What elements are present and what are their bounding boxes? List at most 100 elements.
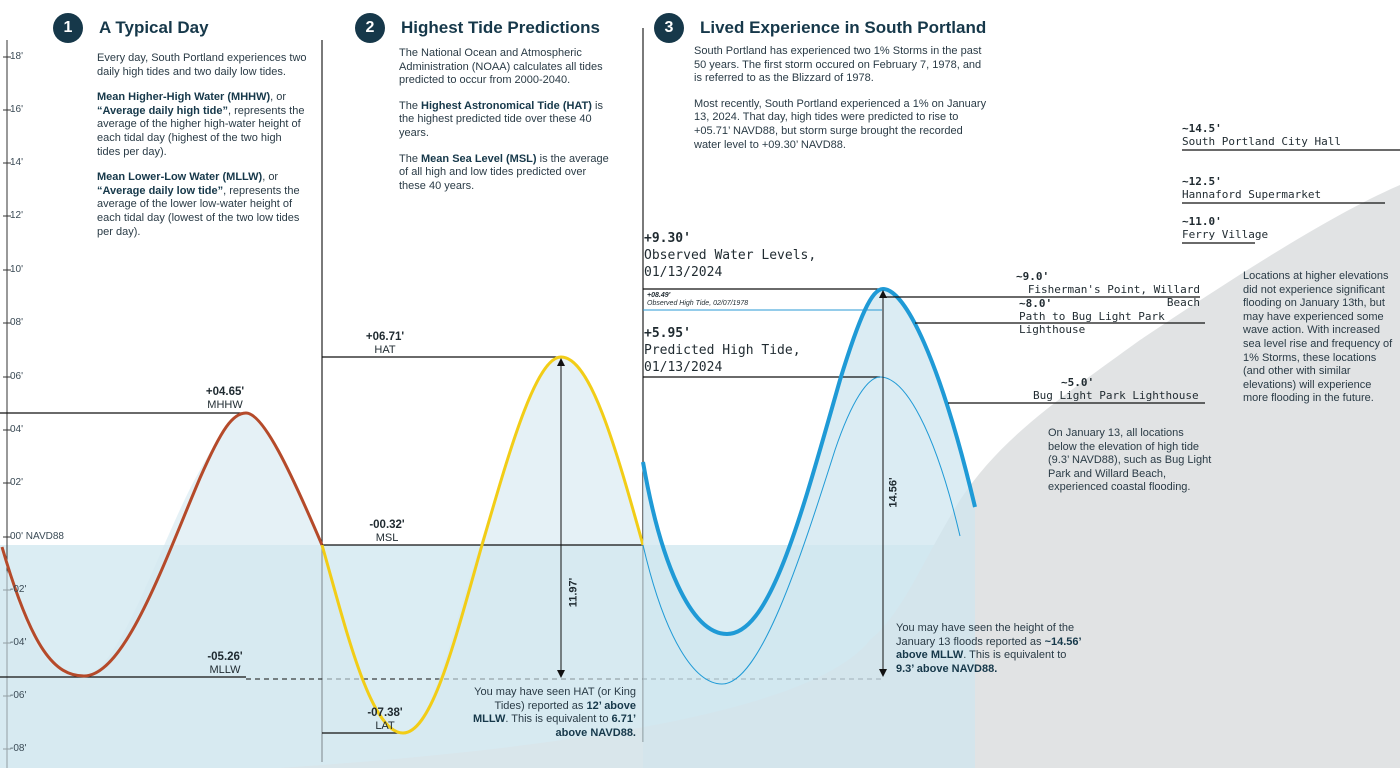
place-bug-light-name: Bug Light Park Lighthouse	[1033, 389, 1199, 402]
section-2-header: 2 Highest Tide Predictions	[355, 12, 600, 44]
s3-paragraph-2: Most recently, South Portland experience…	[694, 97, 987, 151]
predicted-date: 01/13/2024	[644, 360, 723, 375]
s1-mllw-or: , or	[262, 171, 279, 184]
s2-note-bold-1: 12’ above MLLW	[472, 699, 636, 726]
section-3-badge: 3	[654, 13, 684, 43]
s2-note-mid: . This is equivalent to	[505, 713, 612, 726]
s2-hat-paragraph: The Highest Astronomical Tide (HAT) is t…	[399, 100, 611, 141]
higher-elevations-note: Locations at higher elevations did not e…	[1243, 270, 1393, 405]
s1-mhhw-alias: “Average daily high tide”	[97, 104, 229, 117]
mhhw-label: +04.65' MHHW	[185, 386, 265, 412]
observed-name: Observed Water Levels,	[644, 248, 817, 263]
place-fishermans-point: ~9.0' Fisherman's Point, Willard Beach	[1016, 270, 1200, 309]
tick-16: 16'	[10, 104, 24, 115]
tick-neg02: -02'	[10, 584, 27, 595]
place-city-hall-value: ~14.5'	[1182, 122, 1222, 135]
predicted-label: +5.95' Predicted High Tide, 01/13/2024	[644, 325, 801, 376]
section-1-badge: 1	[53, 13, 83, 43]
hat-label: +06.71' HAT	[345, 331, 425, 357]
observed-date: 01/13/2024	[644, 265, 723, 280]
tick-14: 14'	[10, 157, 24, 168]
section-2-note: You may have seen HAT (or King Tides) re…	[458, 686, 636, 740]
place-ferry-village: ~11.0' Ferry Village	[1182, 215, 1268, 241]
s1-mllw-term: Mean Lower-Low Water (MLLW)	[97, 171, 263, 184]
place-hannaford-value: ~12.5'	[1182, 175, 1222, 188]
section-3-text: South Portland has experienced two 1% St…	[694, 45, 989, 164]
section-3-note: You may have seen the height of the Janu…	[896, 622, 1086, 676]
s2-intro: The National Ocean and Atmospheric Admin…	[399, 47, 603, 87]
section-2-text: The National Ocean and Atmospheric Admin…	[399, 47, 611, 205]
section-2-title: Highest Tide Predictions	[401, 18, 601, 37]
s2-note-pre: You may have seen HAT (or King Tides) re…	[474, 686, 636, 712]
s3-note-bold-2: 9.3’ above NAVD88.	[896, 662, 998, 675]
hat-range-label: 11.97'	[567, 577, 580, 608]
s2-note-bold-2: 6.71’ above NAVD88.	[555, 713, 637, 739]
hat-tide-curve	[320, 355, 645, 735]
s2-hat-post: is the highest predicted tide over these…	[399, 99, 603, 139]
msl-name: MSL	[375, 532, 399, 544]
tick-00: 00' NAVD88	[10, 531, 64, 542]
blizzard-name: Observed High Tide, 02/07/1978	[647, 300, 749, 307]
typical-tide-curve	[0, 411, 324, 678]
s2-msl-post: is the average of all high and low tides…	[399, 152, 609, 192]
s3-note-bold-1: ~14.56’ above MLLW	[896, 635, 1081, 662]
typical-fill	[0, 413, 322, 768]
s2-msl-pre: The	[399, 152, 422, 165]
place-ferry-village-value: ~11.0'	[1182, 215, 1222, 228]
predicted-name: Predicted High Tide,	[644, 343, 801, 358]
place-fishermans-name: Fisherman's Point, Willard Beach	[1027, 283, 1200, 309]
s3-note-pre: You may have seen the height of the Janu…	[896, 622, 1075, 648]
s1-mllw-paragraph: Mean Lower-Low Water (MLLW), or “Average…	[97, 171, 307, 239]
tick-06: 06'	[10, 371, 24, 382]
predicted-tide-curve	[642, 376, 961, 685]
s2-msl-paragraph: The Mean Sea Level (MSL) is the average …	[399, 153, 611, 194]
tick-10: 10'	[10, 264, 24, 275]
place-city-hall: ~14.5' South Portland City Hall	[1182, 122, 1341, 148]
hat-name: HAT	[374, 344, 396, 356]
tick-neg08: -08'	[10, 743, 27, 754]
s1-mhhw-or: , or	[270, 91, 287, 104]
s1-mhhw-desc: , represents the average of the higher h…	[97, 104, 305, 158]
mhhw-name: MHHW	[207, 399, 243, 411]
msl-value: -00.32'	[369, 519, 405, 531]
place-ferry-village-name: Ferry Village	[1182, 228, 1269, 241]
place-path-bug-light: ~8.0' Path to Bug Light Park Lighthouse	[1019, 297, 1205, 336]
jan13-flooding-note: On January 13, all locations below the e…	[1048, 427, 1212, 494]
flood-range-label: 14.56'	[887, 477, 900, 508]
tick-18: 18'	[10, 51, 24, 62]
tick-neg04: -04'	[10, 637, 27, 648]
section-3-header: 3 Lived Experience in South Portland	[654, 12, 986, 44]
hat-fill	[322, 357, 643, 768]
blizzard-value: +08.49'	[647, 292, 671, 299]
s1-mhhw-term: Mean Higher-High Water (MHHW)	[97, 91, 271, 104]
tick-12: 12'	[10, 210, 24, 221]
lat-name: LAT	[375, 720, 395, 732]
mhhw-value: +04.65'	[205, 386, 245, 398]
section-1-header: 1 A Typical Day	[53, 12, 209, 44]
tick-04: 04'	[10, 424, 24, 435]
place-hannaford: ~12.5' Hannaford Supermarket	[1182, 175, 1321, 201]
land-profile	[280, 185, 1400, 768]
mllw-label: -05.26' MLLW	[185, 651, 265, 677]
hat-value: +06.71'	[365, 331, 405, 343]
observed-label: +9.30' Observed Water Levels, 01/13/2024	[644, 230, 816, 281]
predicted-value: +5.95'	[644, 326, 691, 341]
s2-hat-term: Highest Astronomical Tide (HAT)	[421, 99, 592, 112]
s1-mllw-alias: “Average daily low tide”	[97, 184, 224, 197]
place-city-hall-name: South Portland City Hall	[1182, 135, 1341, 148]
s1-intro: Every day, South Portland experiences tw…	[97, 52, 307, 78]
place-bug-light-value: ~5.0'	[1061, 376, 1095, 389]
s1-mllw-desc: , represents the average of the lower lo…	[97, 184, 300, 238]
mllw-name: MLLW	[209, 664, 241, 676]
observed-tide-curve	[641, 286, 977, 637]
place-bug-light: ~5.0' Bug Light Park Lighthouse	[1033, 376, 1205, 402]
blizzard-label: +08.49' Observed High Tide, 02/07/1978	[647, 292, 748, 308]
observed-value: +9.30'	[644, 231, 691, 246]
s3-note-mid: . This is equivalent to	[963, 649, 1067, 662]
s2-msl-term: Mean Sea Level (MSL)	[421, 152, 537, 165]
s1-mhhw-paragraph: Mean Higher-High Water (MHHW), or “Avera…	[97, 91, 307, 159]
lat-label: -07.38' LAT	[345, 707, 425, 733]
place-fishermans-value: ~9.0'	[1016, 270, 1050, 283]
place-path-bug-light-value: ~8.0'	[1019, 297, 1053, 310]
